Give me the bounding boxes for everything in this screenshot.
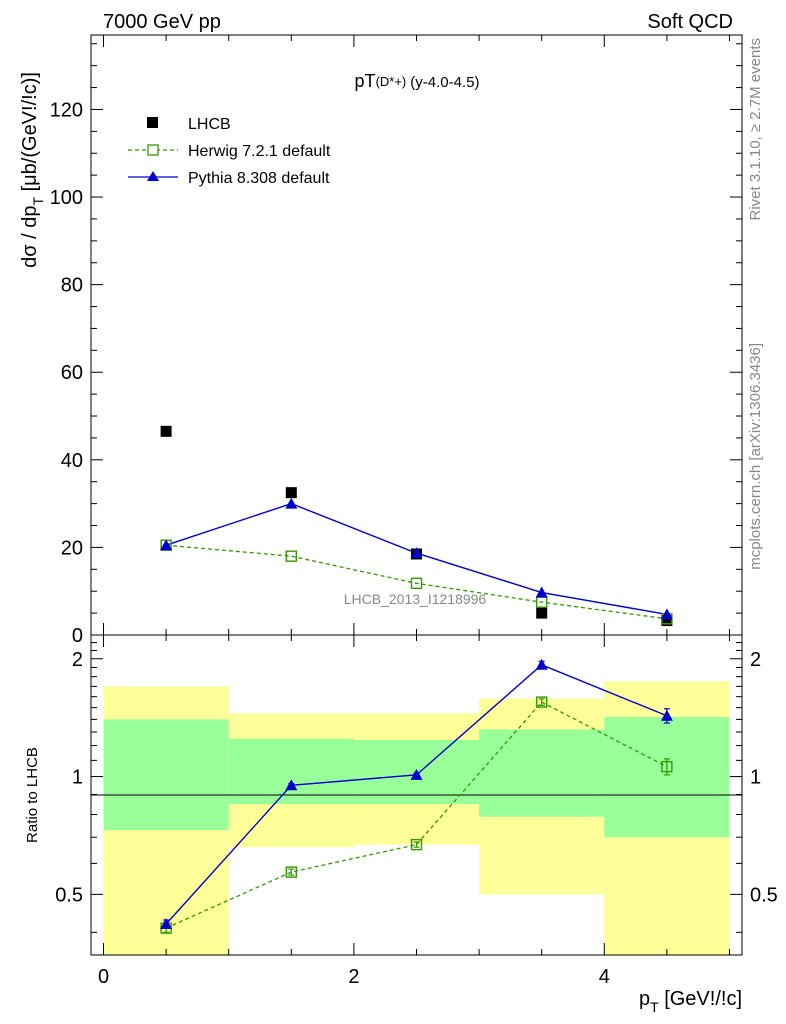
ratio-ytick-label-right: 1: [750, 767, 761, 789]
ratio-ylabel: Ratio to LHCB: [24, 747, 41, 843]
ratio-herwig-line: [165, 701, 668, 929]
ratio-pythia-point: [660, 709, 673, 721]
ratio-herwig-point: [535, 696, 548, 708]
pythia-point: [160, 539, 173, 551]
main-axis-ticks: 0 20 40 60 80 100 120: [50, 35, 742, 647]
ratio-herwig-point: [285, 866, 298, 878]
ratio-pythia-point: [160, 918, 173, 930]
main-title-main: pT: [355, 71, 376, 91]
main-ylabel-sub: T: [30, 197, 46, 206]
ratio-herwig-point: [410, 838, 423, 851]
lhcb-point: [536, 607, 548, 619]
pythia-point: [285, 497, 298, 509]
main-ytick-label: 0: [72, 625, 83, 647]
ratio-xlabel-sub: T: [650, 999, 659, 1015]
ratio-pythia-point: [535, 658, 548, 670]
pythia-point: [535, 586, 548, 598]
main-ytick-label: 100: [50, 187, 83, 209]
ratio-xlabel: pT [GeV!/!c]: [639, 988, 742, 1015]
pythia-point: [660, 608, 673, 620]
main-ytick-label: 60: [61, 362, 83, 384]
ratio-series-marks: [160, 658, 673, 934]
main-ylabel: dσ / dpT [μb/(GeV!/!c)]: [19, 72, 46, 268]
ratio-xtick-label: 2: [348, 966, 359, 988]
main-series-marks: [160, 425, 673, 627]
ratio-bands: [103, 681, 730, 955]
lhcb-point: [661, 615, 673, 627]
herwig-point: [410, 577, 423, 590]
main-title: pT(D*+) (y-4.0-4.5): [355, 71, 480, 91]
herwig-line: [166, 544, 667, 620]
ratio-xlabel-b: [GeV!/!c]: [659, 988, 742, 1010]
watermark: LHCB_2013_I1218996: [344, 591, 487, 607]
ratio-ytick-label-right: 0.5: [750, 884, 778, 906]
main-ylabel-b: [μb/(GeV!/!c)]: [19, 72, 41, 197]
legend: LHCB Herwig 7.2.1 default Pythia 8.308 d…: [128, 116, 331, 187]
ratio-ytick-label: 0.5: [55, 884, 83, 906]
main-ytick-label: 80: [61, 275, 83, 297]
ratio-xlabel-a: p: [639, 988, 650, 1010]
ratio-herwig-point: [661, 760, 673, 773]
legend-pythia-marker: [147, 171, 159, 181]
main-ylabel-a: dσ / dp: [19, 206, 41, 268]
main-title-sub: (D*+): [376, 74, 407, 89]
rivet-label: Rivet 3.1.10, ≥ 2.7M events: [747, 38, 764, 221]
ratio-ytick-label-right: 2: [750, 649, 761, 671]
ratio-xtick-label: 4: [599, 966, 610, 988]
pythia-point: [410, 547, 423, 559]
main-ytick-label: 120: [50, 99, 83, 121]
legend-lhcb-label: LHCB: [188, 116, 231, 133]
ratio-band-inner: [479, 729, 605, 817]
lhcb-point: [160, 425, 172, 437]
legend-lhcb-marker: [147, 117, 158, 128]
ratio-axis-ticks: 0.5 0.5 1 1 2 2 0 2 4: [55, 635, 778, 988]
ratio-ytick-label: 2: [72, 649, 83, 671]
herwig-point: [285, 550, 298, 562]
main-ytick-label: 20: [61, 537, 83, 559]
ratio-band-inner: [228, 738, 354, 805]
main-ytick-label: 40: [61, 450, 83, 472]
lhcb-point: [285, 487, 297, 499]
mcplots-label: mcplots.cern.ch [arXiv:1306.3436]: [747, 343, 764, 570]
ratio-pythia-point: [285, 779, 298, 791]
legend-pythia-label: Pythia 8.308 default: [188, 170, 330, 187]
ratio-xtick-label: 0: [98, 966, 109, 988]
ratio-band-inner: [604, 716, 730, 838]
main-title-rest: (y-4.0-4.5): [410, 74, 479, 91]
legend-herwig-marker: [147, 144, 159, 156]
header-right: Soft QCD: [647, 11, 733, 33]
ratio-ytick-label: 1: [72, 767, 83, 789]
ratio-pythia-point: [410, 768, 423, 780]
ratio-band-inner: [103, 719, 229, 831]
header-left: 7000 GeV pp: [103, 11, 221, 33]
legend-herwig-label: Herwig 7.2.1 default: [188, 143, 331, 160]
